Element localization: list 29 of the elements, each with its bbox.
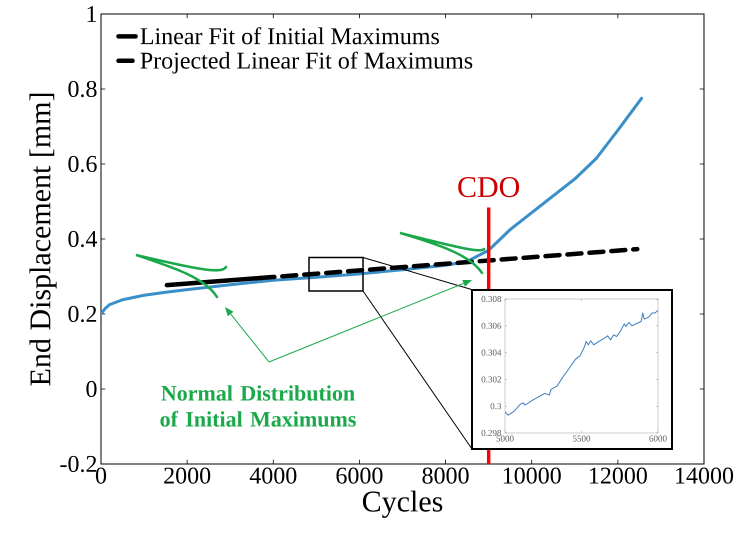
y-tick-label: 0.6 — [68, 156, 97, 172]
y-tick-label: 0.4 — [68, 230, 98, 248]
y-tick-label: 0.306 — [482, 322, 502, 329]
x-tick-label: 6000 — [336, 468, 383, 484]
x-tick-label: 8000 — [422, 468, 469, 484]
annotation: Normal Distribution of Initial Maximums — [160, 385, 356, 427]
y-tick-label: 0.298 — [482, 430, 502, 436]
y-tick-label: 0.302 — [482, 376, 501, 382]
legend-label: Projected Linear Fit of Maximums — [140, 52, 472, 74]
x-tick-label: 5000 — [496, 436, 514, 442]
y-tick-label: 0.3 — [490, 403, 502, 410]
y-tick-label: 0.304 — [482, 350, 502, 356]
y-tick-label: -0.2 — [60, 456, 96, 472]
y-tick-label: 0.2 — [68, 306, 96, 322]
x-tick-label: 5500 — [573, 436, 590, 442]
y-axis-title: End Displacement [mm] — [29, 94, 57, 386]
x-tick-label: 6000 — [649, 436, 667, 442]
x-tick-label: 12000 — [590, 468, 647, 484]
legend-label: Linear Fit of Initial Maximums — [140, 27, 439, 44]
ref-line-label: CDO — [458, 177, 520, 198]
y-tick-label: 0.308 — [482, 296, 502, 302]
y-tick-label: 1 — [88, 6, 96, 22]
x-axis-title: Cycles — [362, 490, 442, 518]
x-tick-label: 4000 — [250, 468, 296, 484]
x-tick-label: 10000 — [504, 468, 561, 484]
x-tick-label: 14000 — [676, 468, 734, 484]
y-tick-label: 0 — [86, 380, 97, 398]
x-tick-label: 2000 — [164, 468, 210, 484]
y-tick-label: 0.8 — [68, 80, 97, 98]
